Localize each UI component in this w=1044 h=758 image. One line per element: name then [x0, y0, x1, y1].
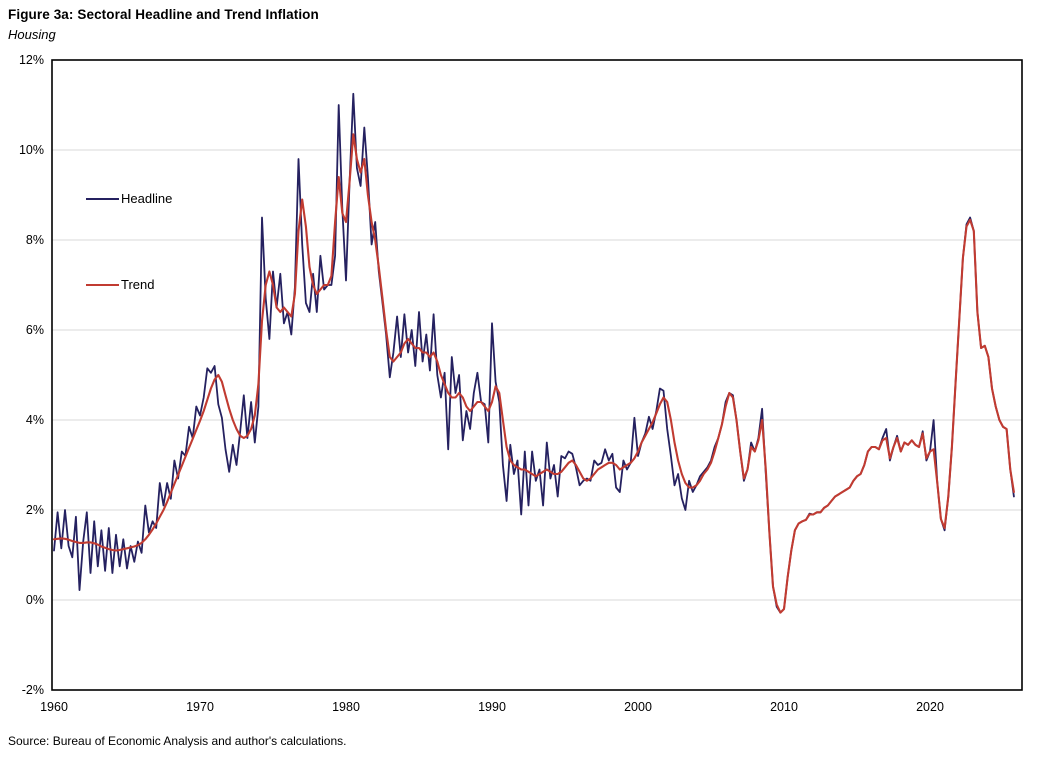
x-axis-tick-label: 1990 — [478, 700, 506, 714]
y-axis-tick-label: 8% — [25, 233, 44, 247]
plot-border — [51, 59, 1023, 691]
x-axis-tick-label: 1980 — [332, 700, 360, 714]
headline-legend-line-icon — [86, 197, 119, 200]
legend-item-trend: Trend — [86, 277, 154, 292]
trend-legend-line-icon — [86, 283, 119, 286]
figure-subtitle: Housing — [8, 27, 56, 42]
x-axis-tick-label: 1970 — [186, 700, 214, 714]
y-axis-tick-label: 2% — [25, 503, 44, 517]
x-axis-tick-label: 1960 — [40, 700, 68, 714]
trend-legend-label: Trend — [121, 277, 155, 292]
y-axis-tick-label: 12% — [18, 53, 44, 67]
figure-title: Figure 3a: Sectoral Headline and Trend I… — [8, 7, 319, 22]
headline-legend-label: Headline — [121, 191, 173, 206]
x-axis-tick-label: 2010 — [770, 700, 798, 714]
x-axis-tick-label: 2000 — [624, 700, 652, 714]
y-axis-tick-label: 10% — [18, 143, 44, 157]
headline-series-line — [53, 92, 1015, 614]
y-axis-tick-label: 4% — [25, 413, 44, 427]
legend-item-headline: Headline — [86, 191, 172, 206]
y-axis-tick-label: 0% — [25, 593, 44, 607]
y-axis-tick-label: 6% — [25, 323, 44, 337]
trend-series-line — [52, 133, 1015, 614]
x-axis-tick-label: 2020 — [916, 700, 944, 714]
y-axis-tick-label: -2% — [21, 683, 44, 697]
source-note: Source: Bureau of Economic Analysis and … — [8, 734, 347, 748]
